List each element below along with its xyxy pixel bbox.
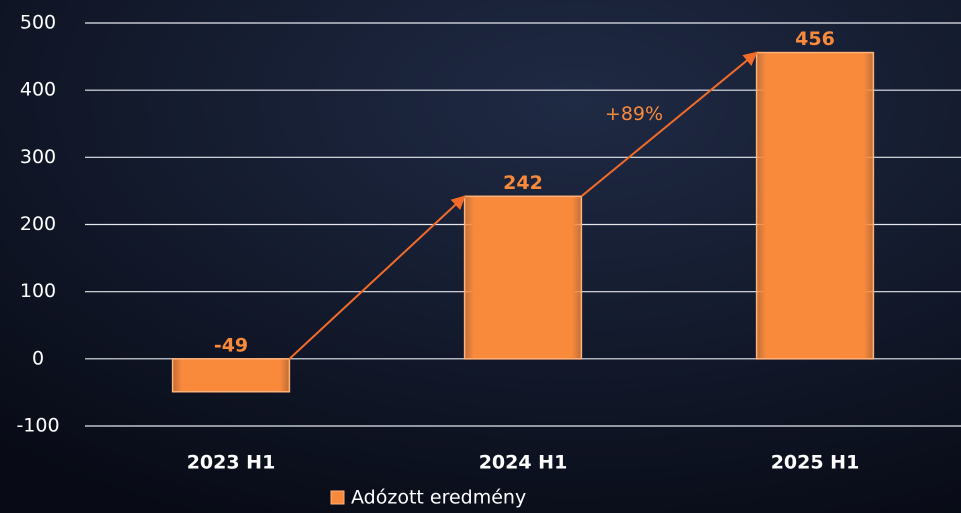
x-tick-label: 2024 H1 <box>479 452 568 474</box>
data-label: 242 <box>503 172 543 194</box>
y-tick-label: 500 <box>20 12 56 34</box>
y-tick-label: 300 <box>20 146 56 168</box>
annotation: +89% <box>605 103 663 125</box>
bar <box>463 195 583 360</box>
y-tick-label: 400 <box>20 79 56 101</box>
legend-label: Adózott eredmény <box>351 487 526 509</box>
y-tick-label: -100 <box>16 415 59 437</box>
x-tick-label: 2023 H1 <box>187 452 276 474</box>
growth-arrow <box>580 51 758 198</box>
y-tick-label: 100 <box>20 280 56 302</box>
y-tick-label: 200 <box>20 213 56 235</box>
x-tick-label: 2025 H1 <box>771 452 860 474</box>
legend-marker <box>330 490 345 505</box>
data-label: 456 <box>795 28 835 50</box>
growth-arrow <box>288 195 466 360</box>
bar <box>171 358 291 393</box>
data-label: -49 <box>214 334 248 356</box>
y-tick-label: 0 <box>32 347 44 369</box>
bar <box>755 51 875 360</box>
